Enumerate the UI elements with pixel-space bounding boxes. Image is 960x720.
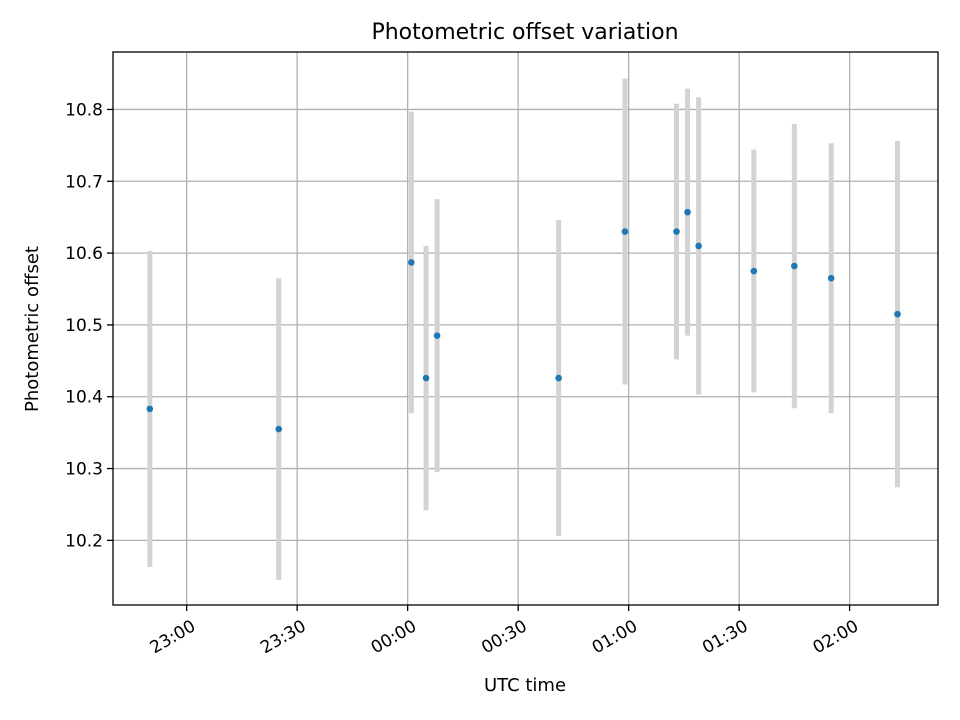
data-point	[673, 228, 680, 235]
y-tick-label: 10.2	[65, 531, 103, 551]
data-point	[408, 259, 415, 266]
y-axis-ticks: 10.2 10.3 10.4 10.5 10.6 10.7 10.8	[65, 100, 113, 551]
chart-title: Photometric offset variation	[371, 20, 678, 45]
data-point	[422, 374, 430, 382]
data-point	[894, 310, 901, 318]
data-point	[791, 262, 798, 270]
data-point	[695, 242, 702, 250]
data-point	[827, 274, 835, 282]
plot-frame	[112, 51, 939, 606]
data-point	[555, 374, 562, 382]
data-points	[146, 208, 901, 433]
y-tick-label: 10.7	[65, 172, 103, 192]
data-point	[750, 267, 758, 275]
y-tick-label: 10.3	[65, 460, 103, 480]
y-tick-label: 10.5	[65, 316, 103, 336]
data-point	[275, 425, 283, 433]
y-tick-label: 10.4	[65, 388, 103, 408]
data-point	[146, 405, 154, 413]
data-point	[433, 332, 441, 339]
data-point	[621, 228, 629, 235]
grid	[113, 52, 938, 605]
data-point	[684, 208, 691, 216]
y-tick-label: 10.6	[65, 244, 103, 264]
y-axis-label: Photometric offset	[22, 246, 43, 412]
y-tick-label: 10.8	[65, 100, 103, 120]
x-axis-label: UTC time	[484, 675, 566, 696]
